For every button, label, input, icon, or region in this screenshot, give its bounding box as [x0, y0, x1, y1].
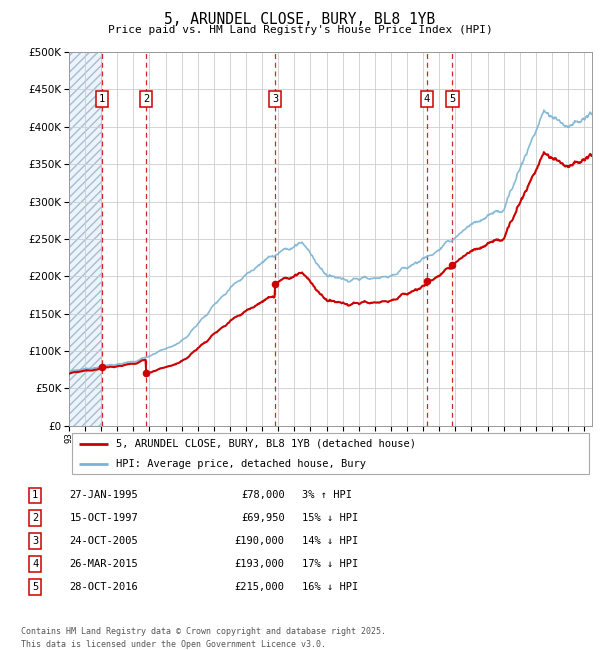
Text: Price paid vs. HM Land Registry's House Price Index (HPI): Price paid vs. HM Land Registry's House … [107, 25, 493, 34]
Text: 15% ↓ HPI: 15% ↓ HPI [302, 514, 358, 523]
Text: 24-OCT-2005: 24-OCT-2005 [70, 536, 139, 546]
Text: 5, ARUNDEL CLOSE, BURY, BL8 1YB (detached house): 5, ARUNDEL CLOSE, BURY, BL8 1YB (detache… [116, 439, 416, 448]
Text: £193,000: £193,000 [235, 559, 284, 569]
Text: Contains HM Land Registry data © Crown copyright and database right 2025.
This d: Contains HM Land Registry data © Crown c… [21, 627, 386, 649]
Text: £190,000: £190,000 [235, 536, 284, 546]
Text: 3% ↑ HPI: 3% ↑ HPI [302, 491, 352, 500]
Text: £215,000: £215,000 [235, 582, 284, 592]
Text: 5: 5 [32, 582, 38, 592]
Text: 14% ↓ HPI: 14% ↓ HPI [302, 536, 358, 546]
Bar [69, 52, 101, 426]
Text: 4: 4 [32, 559, 38, 569]
Text: 15-OCT-1997: 15-OCT-1997 [70, 514, 139, 523]
Text: 2: 2 [32, 514, 38, 523]
Text: 2: 2 [143, 94, 149, 104]
Text: 27-JAN-1995: 27-JAN-1995 [70, 491, 139, 500]
FancyBboxPatch shape [71, 434, 589, 474]
Text: 17% ↓ HPI: 17% ↓ HPI [302, 559, 358, 569]
Text: 1: 1 [99, 94, 106, 104]
Text: 5: 5 [449, 94, 455, 104]
Text: 28-OCT-2016: 28-OCT-2016 [70, 582, 139, 592]
Text: £78,000: £78,000 [241, 491, 284, 500]
Text: 1: 1 [32, 491, 38, 500]
Text: 16% ↓ HPI: 16% ↓ HPI [302, 582, 358, 592]
Text: 3: 3 [32, 536, 38, 546]
Text: HPI: Average price, detached house, Bury: HPI: Average price, detached house, Bury [116, 459, 366, 469]
Text: 5, ARUNDEL CLOSE, BURY, BL8 1YB: 5, ARUNDEL CLOSE, BURY, BL8 1YB [164, 12, 436, 27]
Text: 26-MAR-2015: 26-MAR-2015 [70, 559, 139, 569]
Text: 3: 3 [272, 94, 278, 104]
Bar [69, 52, 101, 426]
Text: 4: 4 [424, 94, 430, 104]
Text: £69,950: £69,950 [241, 514, 284, 523]
